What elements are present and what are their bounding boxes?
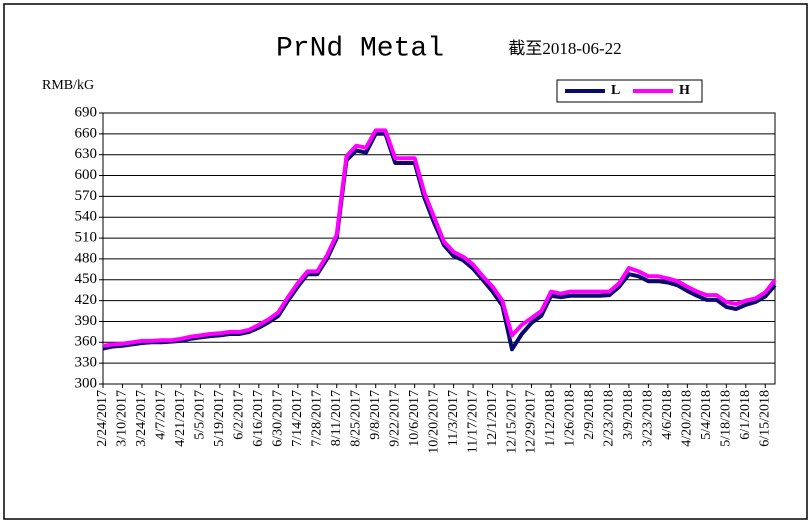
y-axis-label: RMB/kG [42, 78, 94, 93]
y-tick-label: 480 [75, 250, 98, 266]
x-tick-label: 3/24/2017 [134, 390, 149, 447]
x-tick-label: 11/3/2017 [446, 390, 461, 446]
y-tick-label: 330 [75, 355, 98, 371]
x-tick-label: 6/2/2017 [232, 390, 247, 440]
y-tick-label: 600 [75, 167, 98, 183]
x-tick-label: 5/5/2017 [193, 390, 208, 440]
x-tick-label: 4/21/2017 [173, 390, 188, 447]
y-tick-label: 300 [75, 375, 98, 391]
x-tick-label: 4/20/2018 [680, 390, 695, 447]
x-tick-label: 6/15/2018 [757, 390, 772, 447]
y-tick-label: 690 [75, 104, 98, 120]
x-tick-label: 8/25/2017 [348, 390, 363, 447]
x-tick-label: 12/29/2017 [524, 390, 539, 454]
x-tick-label: 7/14/2017 [290, 390, 305, 447]
data-line [102, 128, 777, 348]
x-tick-label: 10/6/2017 [407, 390, 422, 447]
y-tick-label: 360 [75, 334, 98, 350]
x-tick-label: 12/1/2017 [485, 390, 500, 447]
y-tick-label: 540 [75, 209, 98, 225]
x-tick-label: 9/8/2017 [368, 390, 383, 440]
legend-label: L [611, 83, 620, 98]
x-tick-label: 5/4/2018 [699, 390, 714, 440]
x-tick-label: 2/23/2018 [602, 390, 617, 447]
y-tick-label: 450 [75, 271, 98, 287]
y-tick-label: 390 [75, 313, 98, 329]
x-tick-label: 4/6/2018 [660, 390, 675, 440]
y-tick-label: 510 [75, 230, 98, 246]
plot-area [102, 112, 776, 385]
x-tick-label: 3/10/2017 [115, 390, 130, 447]
x-tick-label: 2/9/2018 [582, 390, 597, 440]
x-tick-label: 3/23/2018 [641, 390, 656, 447]
y-tick-label: 630 [75, 146, 98, 162]
x-tick-label: 5/18/2018 [719, 390, 734, 447]
x-tick-label: 9/22/2017 [387, 390, 402, 447]
x-tick-label: 12/15/2017 [504, 390, 519, 454]
x-tick-label: 7/28/2017 [309, 390, 324, 447]
x-tick-label: 5/19/2017 [212, 390, 227, 447]
legend-label: H [679, 83, 690, 98]
y-tick-label: 570 [75, 188, 98, 204]
x-tick-label: 6/30/2017 [271, 390, 286, 447]
y-tick-label: 660 [75, 125, 98, 141]
x-tick-label: 8/11/2017 [329, 390, 344, 446]
chart-subtitle: 截至2018-06-22 [508, 39, 621, 58]
x-tick-label: 1/12/2018 [543, 390, 558, 447]
x-tick-label: 2/24/2017 [95, 390, 110, 447]
legend-box [556, 79, 703, 103]
x-tick-label: 3/9/2018 [621, 390, 636, 440]
chart-title: PrNd Metal [276, 33, 444, 64]
x-tick-label: 4/7/2017 [154, 390, 169, 440]
x-tick-label: 10/20/2017 [426, 390, 441, 454]
x-tick-label: 1/26/2018 [563, 390, 578, 447]
x-tick-label: 11/17/2017 [465, 390, 480, 453]
y-tick-label: 420 [75, 292, 98, 308]
x-tick-label: 6/16/2017 [251, 390, 266, 447]
x-tick-label: 6/1/2018 [738, 390, 753, 440]
